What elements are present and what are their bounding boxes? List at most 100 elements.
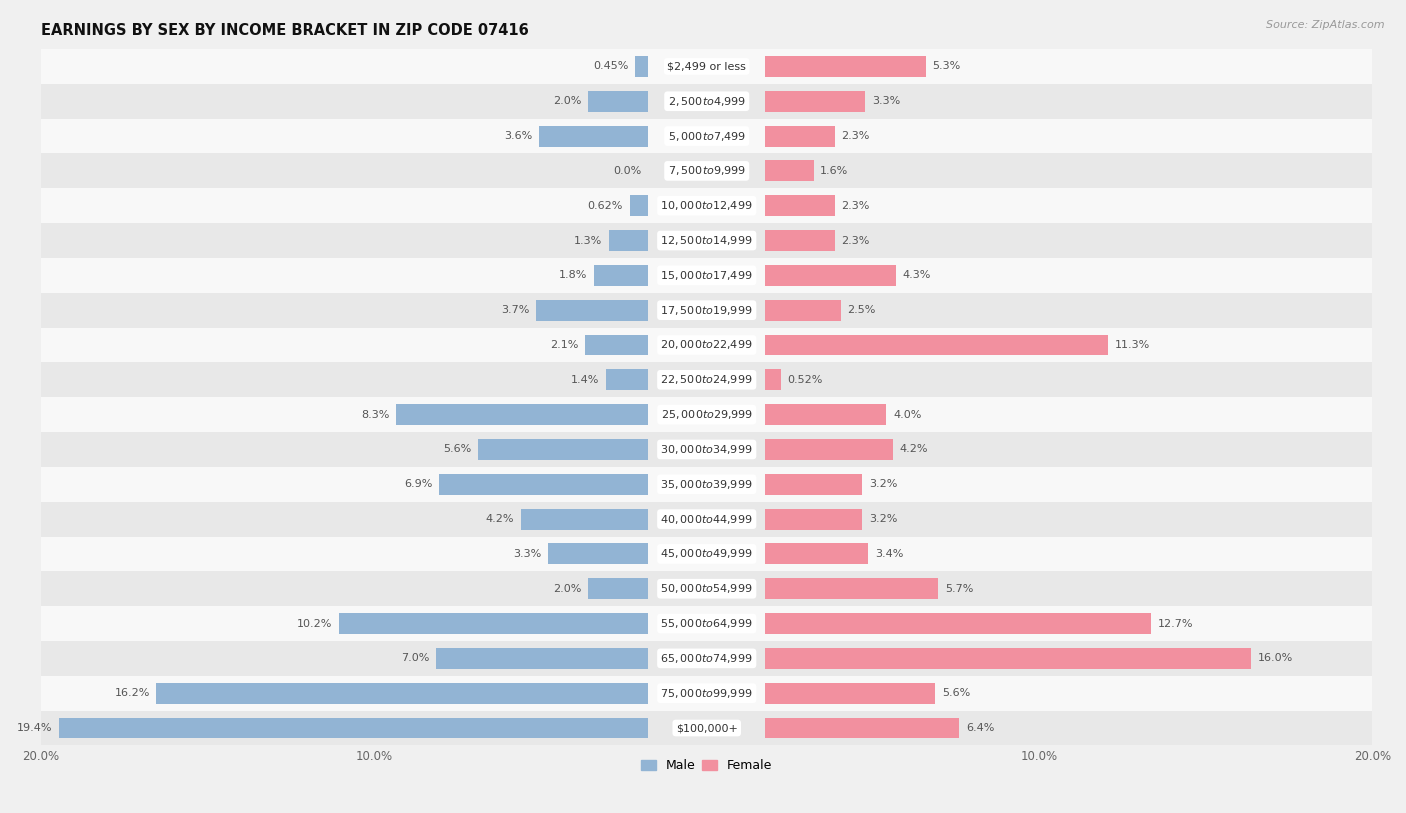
- Text: $20,000 to $22,499: $20,000 to $22,499: [661, 338, 754, 351]
- Text: 3.2%: 3.2%: [869, 514, 897, 524]
- Text: 6.4%: 6.4%: [966, 723, 994, 733]
- Bar: [765, 300, 841, 320]
- Text: $25,000 to $29,999: $25,000 to $29,999: [661, 408, 752, 421]
- Bar: [765, 439, 893, 460]
- Bar: [339, 613, 648, 634]
- Bar: [396, 404, 648, 425]
- Text: 8.3%: 8.3%: [361, 410, 389, 420]
- Bar: [765, 91, 865, 111]
- Bar: [765, 683, 935, 703]
- Bar: [536, 300, 648, 320]
- Text: $35,000 to $39,999: $35,000 to $39,999: [661, 478, 754, 491]
- Text: 2.3%: 2.3%: [842, 131, 870, 141]
- Text: 4.0%: 4.0%: [893, 410, 921, 420]
- Bar: [588, 578, 648, 599]
- Bar: [41, 293, 1372, 328]
- Text: 0.45%: 0.45%: [593, 62, 628, 72]
- Bar: [41, 258, 1372, 293]
- Text: $2,500 to $4,999: $2,500 to $4,999: [668, 95, 747, 108]
- Text: 16.2%: 16.2%: [114, 688, 150, 698]
- Bar: [765, 160, 814, 181]
- Bar: [765, 265, 896, 286]
- Text: 6.9%: 6.9%: [404, 480, 432, 489]
- Text: 4.2%: 4.2%: [900, 445, 928, 454]
- Text: $12,500 to $14,999: $12,500 to $14,999: [661, 234, 754, 247]
- Text: 3.7%: 3.7%: [501, 305, 530, 315]
- Bar: [765, 334, 1108, 355]
- Bar: [41, 537, 1372, 572]
- Text: 1.6%: 1.6%: [820, 166, 848, 176]
- Bar: [585, 334, 648, 355]
- Text: $10,000 to $12,499: $10,000 to $12,499: [661, 199, 754, 212]
- Text: 2.5%: 2.5%: [848, 305, 876, 315]
- Bar: [41, 467, 1372, 502]
- Bar: [41, 154, 1372, 189]
- Text: 5.3%: 5.3%: [932, 62, 960, 72]
- Bar: [41, 606, 1372, 641]
- Bar: [630, 195, 648, 216]
- Text: 2.3%: 2.3%: [842, 236, 870, 246]
- Bar: [520, 509, 648, 529]
- Text: 16.0%: 16.0%: [1257, 654, 1294, 663]
- Bar: [765, 404, 886, 425]
- Bar: [765, 230, 835, 251]
- Bar: [59, 718, 648, 738]
- Bar: [41, 432, 1372, 467]
- Text: 5.6%: 5.6%: [942, 688, 970, 698]
- Bar: [41, 641, 1372, 676]
- Bar: [538, 126, 648, 146]
- Bar: [609, 230, 648, 251]
- Text: 2.1%: 2.1%: [550, 340, 578, 350]
- Text: 2.0%: 2.0%: [553, 584, 581, 593]
- Text: 2.3%: 2.3%: [842, 201, 870, 211]
- Bar: [765, 126, 835, 146]
- Text: $17,500 to $19,999: $17,500 to $19,999: [661, 304, 754, 317]
- Bar: [41, 711, 1372, 746]
- Text: $45,000 to $49,999: $45,000 to $49,999: [661, 547, 754, 560]
- Text: 3.6%: 3.6%: [505, 131, 533, 141]
- Text: $55,000 to $64,999: $55,000 to $64,999: [661, 617, 754, 630]
- Legend: Male, Female: Male, Female: [636, 754, 778, 777]
- Bar: [765, 369, 780, 390]
- Text: $100,000+: $100,000+: [676, 723, 738, 733]
- Text: 12.7%: 12.7%: [1157, 619, 1192, 628]
- Text: 0.62%: 0.62%: [588, 201, 623, 211]
- Text: 5.6%: 5.6%: [443, 445, 472, 454]
- Bar: [765, 543, 869, 564]
- Text: $75,000 to $99,999: $75,000 to $99,999: [661, 687, 754, 700]
- Bar: [593, 265, 648, 286]
- Text: 3.3%: 3.3%: [513, 549, 541, 559]
- Text: EARNINGS BY SEX BY INCOME BRACKET IN ZIP CODE 07416: EARNINGS BY SEX BY INCOME BRACKET IN ZIP…: [41, 23, 529, 38]
- Text: 2.0%: 2.0%: [553, 96, 581, 107]
- Bar: [41, 398, 1372, 432]
- Bar: [41, 328, 1372, 363]
- Bar: [41, 572, 1372, 606]
- Bar: [41, 49, 1372, 84]
- Text: $5,000 to $7,499: $5,000 to $7,499: [668, 129, 747, 142]
- Text: 5.7%: 5.7%: [945, 584, 973, 593]
- Bar: [765, 648, 1251, 669]
- Text: 19.4%: 19.4%: [17, 723, 52, 733]
- Text: 4.3%: 4.3%: [903, 271, 931, 280]
- Bar: [765, 56, 927, 77]
- Text: $40,000 to $44,999: $40,000 to $44,999: [661, 512, 754, 525]
- Text: $50,000 to $54,999: $50,000 to $54,999: [661, 582, 754, 595]
- Bar: [436, 648, 648, 669]
- Text: 4.2%: 4.2%: [485, 514, 515, 524]
- Bar: [765, 578, 938, 599]
- Text: 7.0%: 7.0%: [401, 654, 429, 663]
- Bar: [41, 502, 1372, 537]
- Bar: [156, 683, 648, 703]
- Bar: [548, 543, 648, 564]
- Text: 1.8%: 1.8%: [558, 271, 588, 280]
- Bar: [765, 509, 862, 529]
- Text: $15,000 to $17,499: $15,000 to $17,499: [661, 269, 754, 282]
- Bar: [588, 91, 648, 111]
- Text: $30,000 to $34,999: $30,000 to $34,999: [661, 443, 754, 456]
- Text: $65,000 to $74,999: $65,000 to $74,999: [661, 652, 754, 665]
- Text: 10.2%: 10.2%: [297, 619, 332, 628]
- Text: $22,500 to $24,999: $22,500 to $24,999: [661, 373, 754, 386]
- Text: $2,499 or less: $2,499 or less: [668, 62, 747, 72]
- Bar: [478, 439, 648, 460]
- Text: 0.52%: 0.52%: [787, 375, 823, 385]
